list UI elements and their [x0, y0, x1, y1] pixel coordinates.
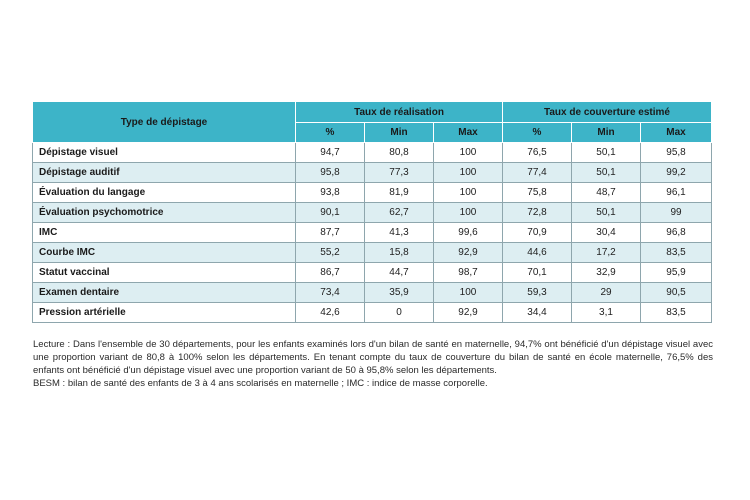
table-cell: 70,9: [502, 222, 572, 243]
row-label: Examen dentaire: [32, 282, 296, 303]
table-notes: Lecture : Dans l'ensemble de 30 départem…: [33, 338, 713, 390]
table-cell: 100: [433, 282, 503, 303]
screening-table: Type de dépistage Taux de réalisation Ta…: [32, 101, 712, 323]
row-label: Dépistage auditif: [32, 162, 296, 183]
table-cell: 87,7: [295, 222, 365, 243]
subheader-min: Min: [364, 122, 434, 143]
table-cell: 59,3: [502, 282, 572, 303]
table-cell: 100: [433, 142, 503, 163]
table-cell: 90,5: [640, 282, 712, 303]
table-cell: 95,9: [640, 262, 712, 283]
table-cell: 29: [571, 282, 641, 303]
table-cell: 44,7: [364, 262, 434, 283]
table-cell: 92,9: [433, 242, 503, 263]
table-cell: 86,7: [295, 262, 365, 283]
subheader-percent: %: [295, 122, 365, 143]
row-label: Évaluation psychomotrice: [32, 202, 296, 223]
table-cell: 83,5: [640, 302, 712, 323]
table-cell: 99: [640, 202, 712, 223]
row-label: Courbe IMC: [32, 242, 296, 263]
table-cell: 92,9: [433, 302, 503, 323]
table-cell: 96,1: [640, 182, 712, 203]
table-cell: 0: [364, 302, 434, 323]
row-label: Dépistage visuel: [32, 142, 296, 163]
table-cell: 98,7: [433, 262, 503, 283]
table-cell: 90,1: [295, 202, 365, 223]
table-cell: 81,9: [364, 182, 434, 203]
table-cell: 35,9: [364, 282, 434, 303]
table-body: Dépistage visuel 94,7 80,8 100 76,5 50,1 95,8 D…: [32, 142, 712, 323]
table-cell: 95,8: [295, 162, 365, 183]
table-cell: 83,5: [640, 242, 712, 263]
table-cell: 15,8: [364, 242, 434, 263]
row-label: Évaluation du langage: [32, 182, 296, 203]
table-cell: 95,8: [640, 142, 712, 163]
reading-note: Lecture : Dans l'ensemble de 30 départem…: [33, 339, 713, 376]
subheader-min: Min: [571, 122, 641, 143]
group-header-realisation: Taux de réalisation: [295, 101, 503, 123]
table-cell: 99,2: [640, 162, 712, 183]
table-cell: 99,6: [433, 222, 503, 243]
table-cell: 77,3: [364, 162, 434, 183]
column-header-type: Type de dépistage: [32, 101, 296, 143]
header-row-groups: Type de dépistage Taux de réalisation Ta…: [32, 101, 712, 143]
row-label: IMC: [32, 222, 296, 243]
table-cell: 73,4: [295, 282, 365, 303]
table-cell: 100: [433, 162, 503, 183]
table-row: Courbe IMC 55,2 15,8 92,9 44,6 17,2 83,5: [32, 242, 712, 263]
table-cell: 17,2: [571, 242, 641, 263]
table-cell: 50,1: [571, 142, 641, 163]
table-row: Évaluation du langage 93,8 81,9 100 75,8 48,7…: [32, 182, 712, 203]
table-cell: 55,2: [295, 242, 365, 263]
table-row: Dépistage visuel 94,7 80,8 100 76,5 50,1 95,8: [32, 142, 712, 163]
table-cell: 93,8: [295, 182, 365, 203]
table-row: Examen dentaire 73,4 35,9 100 59,3 29 90,5: [32, 282, 712, 303]
table-cell: 50,1: [571, 202, 641, 223]
row-label: Statut vaccinal: [32, 262, 296, 283]
table-cell: 80,8: [364, 142, 434, 163]
table-cell: 100: [433, 202, 503, 223]
table-cell: 50,1: [571, 162, 641, 183]
table-row: Pression artérielle 42,6 0 92,9 34,4 3,1 83,5: [32, 302, 712, 323]
table-cell: 44,6: [502, 242, 572, 263]
table-cell: 32,9: [571, 262, 641, 283]
table-row: Statut vaccinal 86,7 44,7 98,7 70,1 32,9 95,9: [32, 262, 712, 283]
subheader-max: Max: [433, 122, 503, 143]
group-header-couverture: Taux de couverture estimé: [502, 101, 712, 123]
subheader-max: Max: [640, 122, 712, 143]
screening-table-container: Type de dépistage Taux de réalisation Ta…: [32, 101, 712, 323]
table-cell: 42,6: [295, 302, 365, 323]
table-cell: 96,8: [640, 222, 712, 243]
table-cell: 30,4: [571, 222, 641, 243]
table-row: Évaluation psychomotrice 90,1 62,7 100 72,8 5…: [32, 202, 712, 223]
table-cell: 70,1: [502, 262, 572, 283]
table-row: Dépistage auditif 95,8 77,3 100 77,4 50,1 99,2: [32, 162, 712, 183]
table-row: IMC 87,7 41,3 99,6 70,9 30,4 96,8: [32, 222, 712, 243]
table-cell: 75,8: [502, 182, 572, 203]
subheader-percent: %: [502, 122, 572, 143]
abbreviations-note: BESM : bilan de santé des enfants de 3 à…: [33, 378, 488, 389]
table-cell: 76,5: [502, 142, 572, 163]
table-cell: 34,4: [502, 302, 572, 323]
table-cell: 48,7: [571, 182, 641, 203]
table-cell: 77,4: [502, 162, 572, 183]
table-cell: 100: [433, 182, 503, 203]
table-cell: 62,7: [364, 202, 434, 223]
table-cell: 3,1: [571, 302, 641, 323]
row-label: Pression artérielle: [32, 302, 296, 323]
table-cell: 72,8: [502, 202, 572, 223]
table-cell: 94,7: [295, 142, 365, 163]
table-cell: 41,3: [364, 222, 434, 243]
